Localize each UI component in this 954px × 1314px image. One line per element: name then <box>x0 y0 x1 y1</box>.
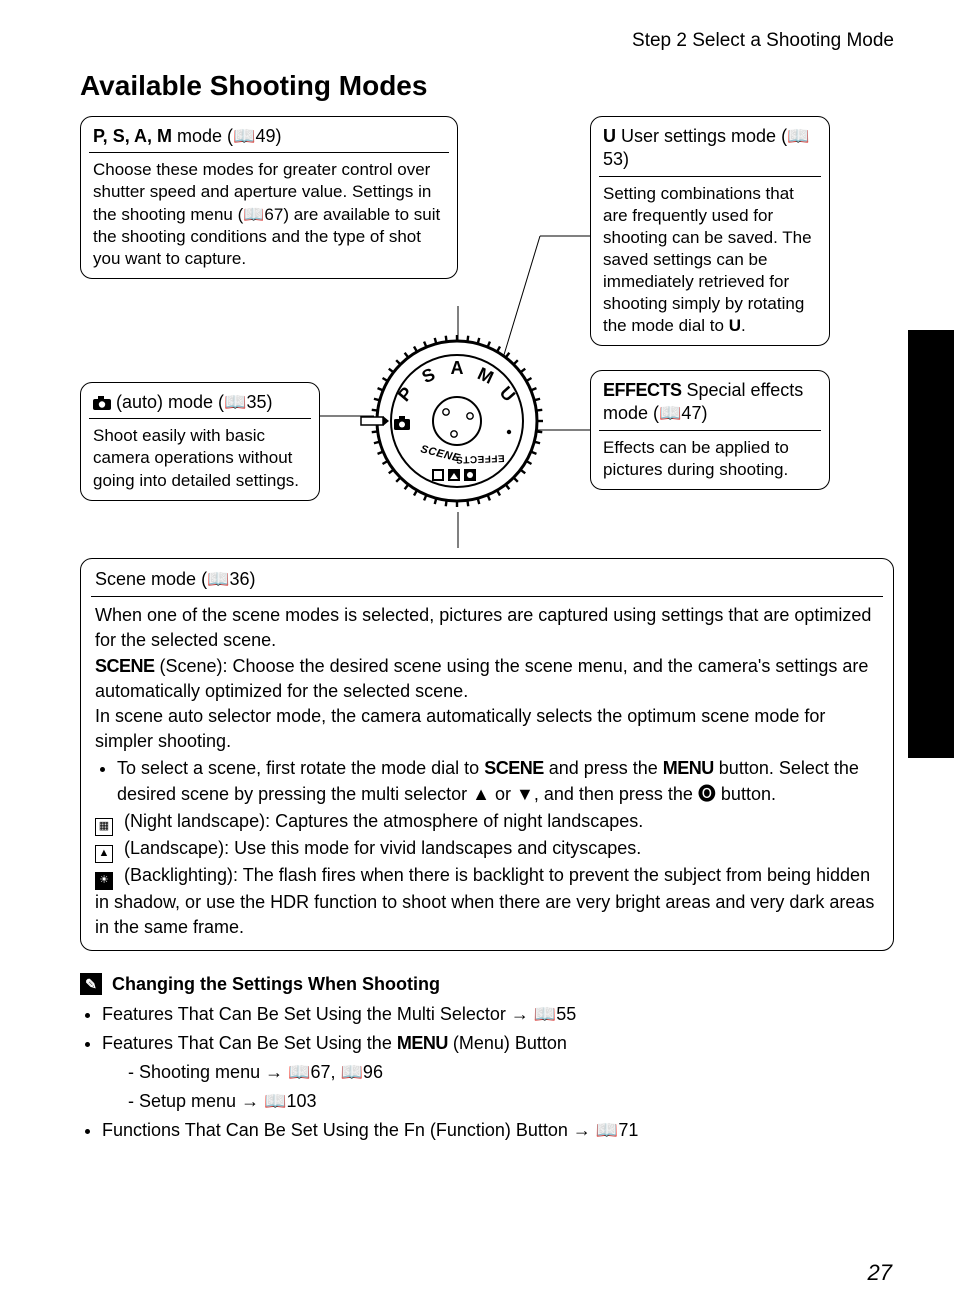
callout-user-title: U User settings mode (📖53) <box>599 125 821 177</box>
scene-b1-menu: MENU <box>663 758 714 778</box>
scene-landscape: ▲ (Landscape): Use this mode for vivid l… <box>95 836 879 863</box>
callout-psam-title: P, S, A, M mode (📖49) <box>89 125 449 153</box>
backlight-icon: ☀ <box>95 872 113 890</box>
note-item-1: Features That Can Be Set Using the Multi… <box>102 1001 894 1028</box>
manual-page: The Basics of Shooting and Playback Step… <box>0 0 954 1314</box>
dial-effects-label: EFFECTS <box>455 452 504 465</box>
night-landscape-icon: ▦ <box>95 818 113 836</box>
scene-night-text: (Night landscape): Captures the atmosphe… <box>119 811 643 831</box>
note-sub-2: Setup menu → 📖103 <box>128 1088 894 1115</box>
callout-effects-title: EFFECTS Special effects mode (📖47) <box>599 379 821 431</box>
notes-heading: Changing the Settings When Shooting <box>112 974 440 995</box>
scene-p1: When one of the scene modes is selected,… <box>95 603 879 653</box>
scene-box: Scene mode (📖36) When one of the scene m… <box>80 558 894 951</box>
scene-p3: In scene auto selector mode, the camera … <box>95 704 879 754</box>
scene-b1-a: To select a scene, first rotate the mode… <box>117 758 484 778</box>
callout-effects: EFFECTS Special effects mode (📖47) Effec… <box>590 370 830 490</box>
user-u-label: U <box>603 126 616 146</box>
effects-label: EFFECTS <box>603 380 682 400</box>
callout-user-body: Setting combinations that are frequently… <box>603 183 817 338</box>
page-number: 27 <box>868 1260 892 1286</box>
mode-dial: A S P M U SCENE EFFECTS <box>352 336 562 536</box>
note-item-3: Functions That Can Be Set Using the Fn (… <box>102 1117 894 1144</box>
user-body-b: . <box>741 316 746 335</box>
scene-backlight-text: (Backlighting): The flash fires when the… <box>95 865 874 937</box>
auto-title-text: (auto) mode (📖35) <box>111 392 272 412</box>
note-item-2: Features That Can Be Set Using the MENU … <box>102 1030 894 1115</box>
callout-auto-title: (auto) mode (📖35) <box>89 391 311 419</box>
user-body-bold: U <box>729 316 741 335</box>
callout-auto-body: Shoot easily with basic camera operation… <box>93 425 307 491</box>
scene-landscape-text: (Landscape): Use this mode for vivid lan… <box>119 838 641 858</box>
pencil-icon: ✎ <box>80 973 102 995</box>
note-sub-1: Shooting menu → 📖67, 📖96 <box>128 1059 894 1086</box>
callout-user: U User settings mode (📖53) Setting combi… <box>590 116 830 346</box>
diagram-area: P, S, A, M mode (📖49) Choose these modes… <box>80 116 894 550</box>
scene-p2-rest: (Scene): Choose the desired scene using … <box>95 656 868 701</box>
dial-scene-icons <box>432 469 476 481</box>
user-title-suffix: User settings mode (📖53) <box>603 126 809 169</box>
scene-word: SCENE <box>95 656 155 676</box>
note2-menu: MENU <box>397 1033 448 1053</box>
scene-b1-scene: SCENE <box>484 758 544 778</box>
scene-night: ▦ (Night landscape): Captures the atmosp… <box>95 809 879 836</box>
scene-backlight: ☀ (Backlighting): The flash fires when t… <box>95 863 879 940</box>
dial-a: A <box>451 358 464 378</box>
user-body-a: Setting combinations that are frequently… <box>603 184 812 336</box>
scene-title: Scene mode (📖36) <box>91 567 883 597</box>
scene-bullet-select: To select a scene, first rotate the mode… <box>117 756 879 806</box>
notes-section: ✎ Changing the Settings When Shooting Fe… <box>80 973 894 1144</box>
psam-title-suffix: mode (📖49) <box>172 126 281 146</box>
callout-effects-body: Effects can be applied to pictures durin… <box>603 437 817 481</box>
scene-b1-b: and press the <box>544 758 663 778</box>
page-title: Available Shooting Modes <box>80 70 894 102</box>
step-header: Step 2 Select a Shooting Mode <box>80 30 894 52</box>
camera-icon <box>93 396 111 410</box>
callout-psam: P, S, A, M mode (📖49) Choose these modes… <box>80 116 458 279</box>
callout-auto: (auto) mode (📖35) Shoot easily with basi… <box>80 382 320 501</box>
note2-b: (Menu) Button <box>448 1033 567 1053</box>
notes-heading-row: ✎ Changing the Settings When Shooting <box>80 973 894 995</box>
landscape-icon: ▲ <box>95 845 113 863</box>
psam-label: P, S, A, M <box>93 126 172 146</box>
note2-a: Features That Can Be Set Using the <box>102 1033 397 1053</box>
section-label: The Basics of Shooting and Playback <box>920 346 942 746</box>
scene-p2: SCENE (Scene): Choose the desired scene … <box>95 654 879 704</box>
callout-psam-body: Choose these modes for greater control o… <box>93 159 445 269</box>
